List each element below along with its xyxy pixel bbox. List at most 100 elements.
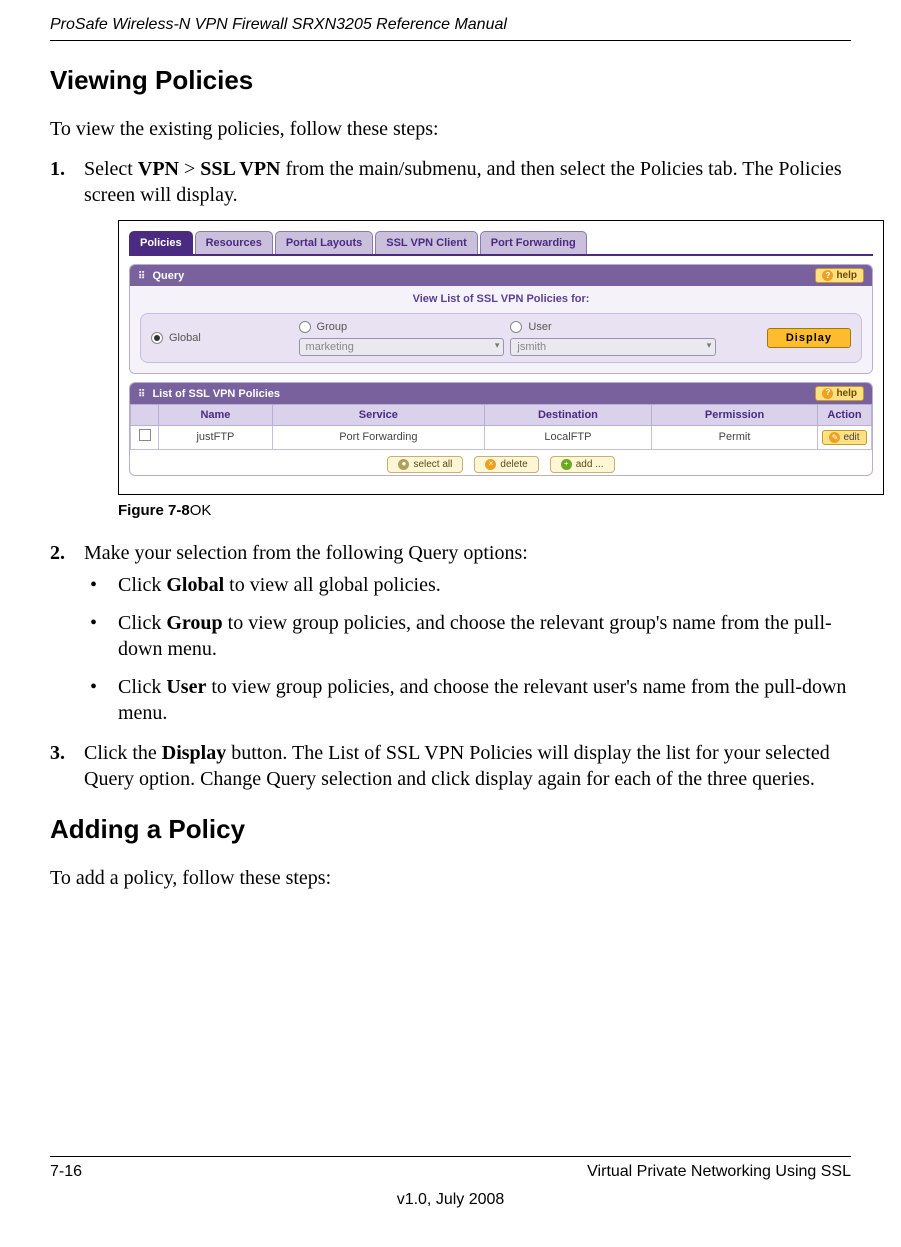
table-row: justFTP Port Forwarding LocalFTP Permit …	[131, 426, 872, 449]
b2-prefix: Click	[118, 612, 166, 634]
radio-group-label: Group	[317, 320, 348, 334]
list-panel-head: ⠿ List of SSL VPN Policies ?help	[130, 383, 872, 404]
cell-service: Port Forwarding	[272, 426, 484, 449]
help-label: help	[836, 269, 857, 282]
row-checkbox[interactable]	[139, 429, 151, 441]
cell-permission: Permit	[652, 426, 818, 449]
step1-gt: >	[179, 158, 200, 180]
tab-portal-layouts[interactable]: Portal Layouts	[275, 231, 373, 254]
footer-rule	[50, 1156, 851, 1157]
heading-viewing-policies: Viewing Policies	[50, 65, 851, 96]
help-label: help	[836, 387, 857, 400]
figure-label-bold: Figure 7-8	[118, 502, 190, 519]
b3-suffix: to view group policies, and choose the r…	[118, 676, 846, 724]
query-title: Query	[152, 270, 184, 282]
radio-icon	[510, 321, 522, 333]
table-header-row: Name Service Destination Permission Acti…	[131, 405, 872, 426]
tab-port-forwarding[interactable]: Port Forwarding	[480, 231, 587, 254]
viewing-intro: To view the existing policies, follow th…	[50, 116, 851, 142]
adding-intro: To add a policy, follow these steps:	[50, 865, 851, 891]
bullet-user: Click User to view group policies, and c…	[84, 674, 851, 726]
add-icon: +	[561, 459, 572, 470]
add-label: add ...	[576, 458, 604, 471]
step1-text: Select VPN > SSL VPN from the main/subme…	[84, 158, 842, 206]
radio-icon	[151, 332, 163, 344]
step-1: Select VPN > SSL VPN from the main/subme…	[50, 156, 851, 520]
manual-title: ProSafe Wireless-N VPN Firewall SRXN3205…	[0, 0, 901, 40]
display-button[interactable]: Display	[767, 328, 851, 348]
step3-prefix: Click the	[84, 742, 162, 764]
col-permission: Permission	[652, 405, 818, 426]
edit-icon: ✎	[829, 432, 840, 443]
query-body: View List of SSL VPN Policies for: Globa…	[130, 286, 872, 373]
step-3: Click the Display button. The List of SS…	[50, 740, 851, 792]
figure-caption: Figure 7-8OK	[118, 501, 884, 521]
b3-prefix: Click	[118, 676, 166, 698]
b3-bold: User	[166, 676, 206, 698]
col-action: Action	[818, 405, 872, 426]
page-number: 7-16	[50, 1163, 82, 1181]
help-button-list[interactable]: ?help	[815, 386, 864, 401]
grip-icon: ⠿	[138, 389, 146, 400]
col-name: Name	[159, 405, 273, 426]
help-icon: ?	[822, 270, 833, 281]
b2-suffix: to view group policies, and choose the r…	[118, 612, 832, 660]
query-subhead: View List of SSL VPN Policies for:	[140, 290, 862, 312]
help-icon: ?	[822, 388, 833, 399]
bullet-group: Click Group to view group policies, and …	[84, 610, 851, 662]
step-2: Make your selection from the following Q…	[50, 540, 851, 726]
grip-icon: ⠿	[138, 271, 146, 282]
policies-table: Name Service Destination Permission Acti…	[130, 404, 872, 450]
delete-label: delete	[500, 458, 527, 471]
step3-bold: Display	[162, 742, 226, 764]
radio-global[interactable]: Global	[151, 331, 293, 345]
figure-7-8: Policies Resources Portal Layouts SSL VP…	[118, 220, 884, 520]
select-all-button[interactable]: ● select all	[387, 456, 463, 473]
step1-prefix: Select	[84, 158, 138, 180]
action-button-row: ● select all × delete + add ...	[130, 450, 872, 475]
delete-button[interactable]: × delete	[474, 456, 538, 473]
tab-ssl-vpn-client[interactable]: SSL VPN Client	[375, 231, 477, 254]
b2-bold: Group	[166, 612, 222, 634]
b1-suffix: to view all global policies.	[224, 574, 441, 596]
policies-screenshot: Policies Resources Portal Layouts SSL VP…	[118, 220, 884, 495]
add-button[interactable]: + add ...	[550, 456, 615, 473]
query-panel-head: ⠿ Query ?help	[130, 265, 872, 286]
user-select[interactable]: jsmith	[510, 338, 716, 356]
tabs-bar: Policies Resources Portal Layouts SSL VP…	[129, 231, 873, 256]
heading-adding-policy: Adding a Policy	[50, 814, 851, 845]
step1-sslvpn: SSL VPN	[200, 158, 280, 180]
tab-policies[interactable]: Policies	[129, 231, 193, 254]
radio-user-label: User	[528, 320, 551, 334]
col-destination: Destination	[484, 405, 651, 426]
edit-button[interactable]: ✎edit	[822, 430, 866, 445]
bullet-global: Click Global to view all global policies…	[84, 572, 851, 598]
col-service: Service	[272, 405, 484, 426]
edit-label: edit	[843, 431, 859, 444]
radio-global-label: Global	[169, 331, 201, 345]
delete-icon: ×	[485, 459, 496, 470]
tab-resources[interactable]: Resources	[195, 231, 273, 254]
step2-text: Make your selection from the following Q…	[84, 542, 528, 564]
select-all-icon: ●	[398, 459, 409, 470]
b1-prefix: Click	[118, 574, 166, 596]
step1-vpn: VPN	[138, 158, 179, 180]
select-all-label: select all	[413, 458, 452, 471]
cell-destination: LocalFTP	[484, 426, 651, 449]
help-button-query[interactable]: ?help	[815, 268, 864, 283]
b1-bold: Global	[166, 574, 224, 596]
page-footer: 7-16 Virtual Private Networking Using SS…	[0, 1156, 901, 1209]
radio-user[interactable]: User	[510, 320, 716, 334]
radio-group[interactable]: Group	[299, 320, 505, 334]
header-rule	[50, 40, 851, 41]
col-checkbox	[131, 405, 159, 426]
chapter-title: Virtual Private Networking Using SSL	[587, 1163, 851, 1181]
list-panel: ⠿ List of SSL VPN Policies ?help Name Se…	[129, 382, 873, 476]
figure-label-rest: OK	[190, 502, 212, 519]
radio-icon	[299, 321, 311, 333]
doc-version: v1.0, July 2008	[50, 1191, 851, 1209]
query-panel: ⠿ Query ?help View List of SSL VPN Polic…	[129, 264, 873, 374]
group-select[interactable]: marketing	[299, 338, 505, 356]
list-title: List of SSL VPN Policies	[152, 388, 280, 400]
query-row: Global Group marketing	[140, 313, 862, 364]
